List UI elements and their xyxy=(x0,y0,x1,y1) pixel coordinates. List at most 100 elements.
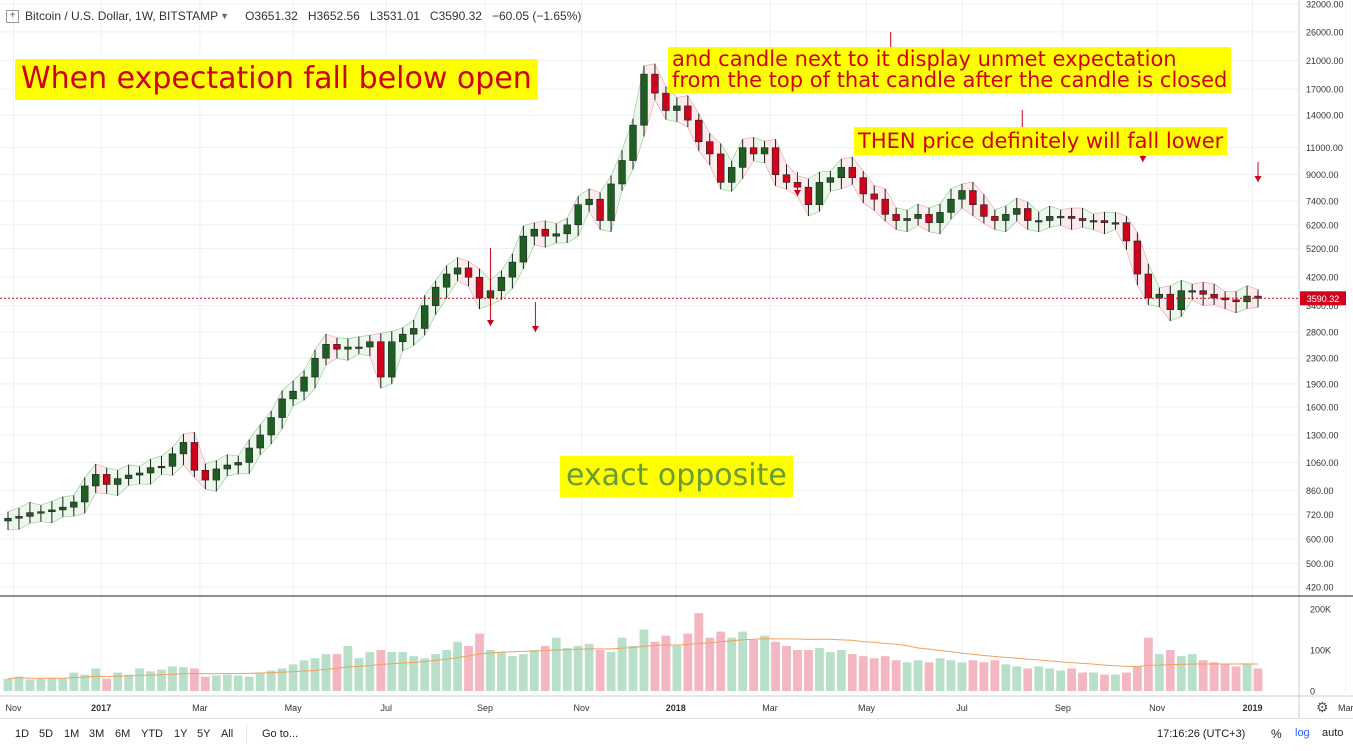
volume-bar xyxy=(540,645,550,691)
volume-bar xyxy=(804,650,813,691)
last-price-badge xyxy=(1300,291,1346,306)
annotation-arrow-head xyxy=(531,326,539,332)
volume-bar xyxy=(650,641,660,691)
time-tick-label: 2019 xyxy=(1243,703,1263,713)
volume-bar xyxy=(771,641,780,691)
annotation-title: When expectation fall below open xyxy=(15,59,538,100)
goto-button[interactable]: Go to... xyxy=(262,728,299,740)
annotation-line-1: and candle next to it display unmet expe… xyxy=(672,47,1177,71)
log-scale-button[interactable]: log xyxy=(1295,727,1310,739)
band-segment xyxy=(1093,211,1105,235)
band-segment xyxy=(1060,207,1072,231)
last-price-label: 3590.32 xyxy=(1307,294,1340,304)
volume-bar xyxy=(420,658,430,691)
candle-body xyxy=(311,357,319,378)
timeframe-all[interactable]: All xyxy=(221,728,234,740)
price-tick-label: 5200.00 xyxy=(1306,244,1339,254)
candle-body xyxy=(640,73,648,126)
volume-bar xyxy=(124,674,133,691)
candle-body xyxy=(15,516,23,519)
timeframe-ytd[interactable]: YTD xyxy=(141,728,163,740)
candle-body xyxy=(289,390,297,400)
annotation-exact-opposite: exact opposite xyxy=(560,456,793,497)
volume-bar xyxy=(661,635,671,691)
candle-body xyxy=(37,511,45,514)
candle-body xyxy=(410,328,418,335)
volume-bar xyxy=(782,645,791,691)
volume-bar xyxy=(1045,668,1055,691)
volume-bar xyxy=(825,652,835,691)
time-tick-label: Mar xyxy=(1338,703,1353,713)
volume-bar xyxy=(113,672,123,691)
annotation-arrow-head xyxy=(793,190,801,196)
candle-body xyxy=(651,73,659,94)
volume-bar xyxy=(354,658,364,691)
volume-tick-label: 200K xyxy=(1310,605,1331,615)
price-tick-label: 9000.00 xyxy=(1306,170,1339,180)
volume-bar xyxy=(551,637,561,691)
volume-bar xyxy=(398,652,408,691)
price-chart[interactable]: 32000.00 26000.00 21000.00 17000.00 14000.00… xyxy=(0,0,1353,718)
volume-bar xyxy=(716,631,726,691)
volume-bar xyxy=(968,660,978,691)
volume-bar xyxy=(683,633,693,691)
price-tick-label: 32000.00 xyxy=(1306,0,1344,10)
volume-bar xyxy=(1089,672,1098,691)
candle-body xyxy=(102,474,111,485)
candle-body xyxy=(859,177,867,195)
candle-body xyxy=(969,190,977,205)
candle-body xyxy=(124,474,133,479)
timeframe-6m[interactable]: 6M xyxy=(115,728,131,740)
gear-icon[interactable]: ⚙ xyxy=(1316,699,1329,715)
auto-scale-button[interactable]: auto xyxy=(1322,727,1344,739)
annotation-unmet-expectation: and candle next to it display unmet expe… xyxy=(668,47,1232,93)
chart-axes: 32000.00 26000.00 21000.00 17000.00 14000.00… xyxy=(0,0,1353,718)
timeframe-5y[interactable]: 5Y xyxy=(197,728,211,740)
timeframe-3m[interactable]: 3M xyxy=(89,728,105,740)
candle-body xyxy=(1024,208,1032,221)
candle-body xyxy=(442,273,451,288)
candle-body xyxy=(190,442,199,471)
candle-body xyxy=(453,267,462,275)
chevron-down-icon[interactable]: ▼ xyxy=(220,11,230,21)
candle-body xyxy=(420,305,429,329)
symbol-title[interactable]: Bitcoin / U.S. Dollar, 1W, BITSTAMP xyxy=(25,9,219,23)
volume-bar xyxy=(639,629,649,691)
candle-body xyxy=(782,174,791,183)
timeframe-1y[interactable]: 1Y xyxy=(174,728,188,740)
volume-moving-average xyxy=(7,638,1259,680)
timeframe-1d[interactable]: 1D xyxy=(15,728,30,740)
time-tick-label: 2018 xyxy=(666,703,686,713)
candle-body xyxy=(804,186,813,205)
candle-body xyxy=(673,105,681,111)
volume-bar xyxy=(69,672,79,691)
plus-square-icon[interactable]: + xyxy=(6,9,19,23)
candle-body xyxy=(1254,295,1262,299)
volume-tick-label: 100K xyxy=(1310,646,1331,656)
candle-body xyxy=(431,286,440,306)
time-tick-label: May xyxy=(858,703,876,713)
candle-body xyxy=(936,212,944,223)
price-tick-label: 17000.00 xyxy=(1306,85,1344,95)
volume-bar xyxy=(222,674,232,691)
percent-scale-button[interactable]: % xyxy=(1271,727,1282,741)
clock: 17:16:26 (UTC+3) xyxy=(1157,728,1246,740)
candle-body xyxy=(113,478,122,485)
volume-bar xyxy=(321,654,331,691)
candle-body xyxy=(92,474,100,487)
candle-body xyxy=(980,204,988,217)
candle-body xyxy=(1002,214,1010,221)
timeframe-5d[interactable]: 5D xyxy=(39,728,54,740)
candle-body xyxy=(1056,216,1065,219)
candle-body xyxy=(607,183,615,221)
volume-bar xyxy=(1034,666,1044,691)
volume-bar xyxy=(1100,674,1109,691)
candle-body xyxy=(881,198,889,215)
volume-bar xyxy=(179,667,188,691)
candle-body xyxy=(48,509,56,513)
ohlc-close: C3590.32 xyxy=(429,9,482,23)
price-tick-label: 500.00 xyxy=(1306,559,1334,569)
annotation-fall-lower: THEN price definitely will fall lower xyxy=(854,127,1228,155)
price-tick-label: 6200.00 xyxy=(1306,220,1339,230)
timeframe-1m[interactable]: 1M xyxy=(64,728,80,740)
